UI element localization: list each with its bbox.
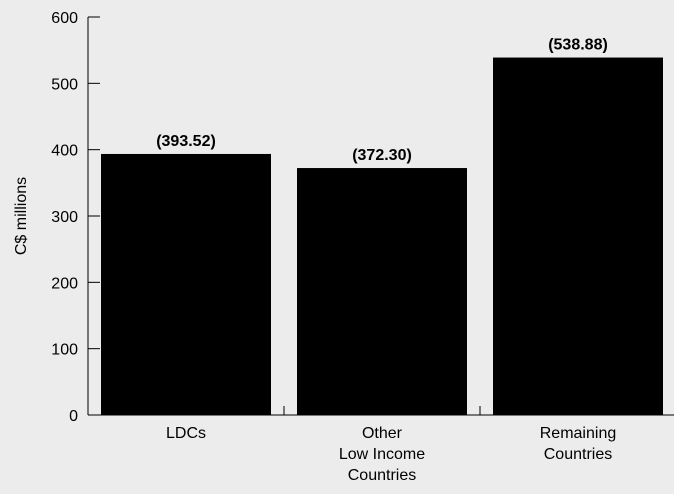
labels: (393.52) LDCs (372.30) Other Low Income Count… bbox=[156, 37, 616, 484]
bars bbox=[101, 57, 663, 415]
bar bbox=[493, 57, 663, 415]
y-axis-title: C$ millions bbox=[13, 177, 30, 255]
x-category-label: Remaining bbox=[540, 425, 616, 442]
y-tick-label: 0 bbox=[69, 408, 78, 425]
y-tick-label: 400 bbox=[51, 143, 78, 160]
x-category-label: LDCs bbox=[166, 425, 206, 442]
data-label: (372.30) bbox=[352, 147, 412, 164]
y-tick-label: 500 bbox=[51, 76, 78, 93]
bar bbox=[101, 153, 271, 415]
x-category-label: Countries bbox=[544, 446, 612, 463]
x-category-label: Low Income bbox=[339, 446, 425, 463]
y-tick-label: 100 bbox=[51, 342, 78, 359]
x-category-label: Countries bbox=[348, 467, 416, 484]
axes: 0 100 200 300 400 500 600 bbox=[51, 10, 674, 425]
x-category-label: Other bbox=[362, 425, 403, 442]
data-label: (393.52) bbox=[156, 133, 216, 150]
y-tick-label: 200 bbox=[51, 275, 78, 292]
bar bbox=[297, 168, 467, 415]
data-label: (538.88) bbox=[548, 37, 608, 54]
y-tick-label: 300 bbox=[51, 209, 78, 226]
y-tick-label: 600 bbox=[51, 10, 78, 27]
